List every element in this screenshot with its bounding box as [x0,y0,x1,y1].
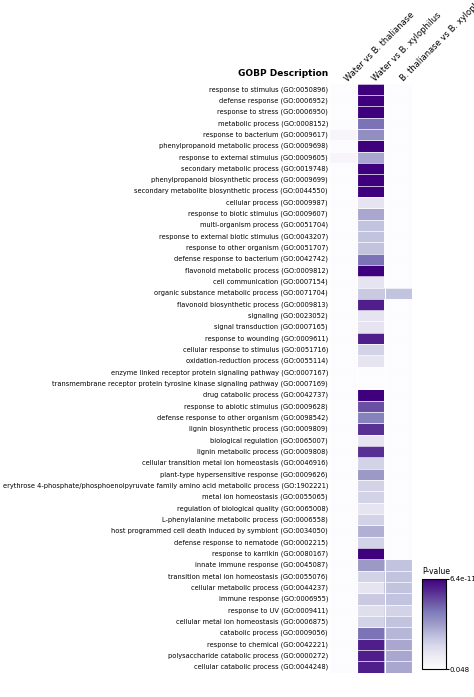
Text: response to karrikin (GO:0080167): response to karrikin (GO:0080167) [212,551,328,557]
Text: Water vs B. xylophilus: Water vs B. xylophilus [371,11,443,84]
Text: organic substance metabolic process (GO:0071704): organic substance metabolic process (GO:… [155,290,328,296]
Text: phenylpropanoid metabolic process (GO:0009698): phenylpropanoid metabolic process (GO:00… [159,143,328,149]
Text: cellular metabolic process (GO:0044237): cellular metabolic process (GO:0044237) [191,584,328,591]
Text: response to UV (GO:0009411): response to UV (GO:0009411) [228,607,328,613]
Text: biological regulation (GO:0065007): biological regulation (GO:0065007) [210,437,328,444]
Text: lignin biosynthetic process (GO:0009809): lignin biosynthetic process (GO:0009809) [189,426,328,432]
Text: response to wounding (GO:0009611): response to wounding (GO:0009611) [205,335,328,342]
Text: response to stimulus (GO:0050896): response to stimulus (GO:0050896) [209,86,328,93]
Text: GOBP Description: GOBP Description [238,69,328,78]
Text: signal transduction (GO:0007165): signal transduction (GO:0007165) [214,324,328,330]
Text: Water vs B. thalianase: Water vs B. thalianase [343,10,416,84]
Text: P-value: P-value [422,567,450,576]
Text: immune response (GO:0006955): immune response (GO:0006955) [219,596,328,602]
Text: transmembrane receptor protein tyrosine kinase signaling pathway (GO:0007169): transmembrane receptor protein tyrosine … [52,381,328,387]
Text: oxidation-reduction process (GO:0055114): oxidation-reduction process (GO:0055114) [186,358,328,365]
Text: multi-organism process (GO:0051704): multi-organism process (GO:0051704) [200,222,328,229]
Text: response to chemical (GO:0042221): response to chemical (GO:0042221) [207,641,328,648]
Text: flavonoid biosynthetic process (GO:0009813): flavonoid biosynthetic process (GO:00098… [177,301,328,308]
Text: drug catabolic process (GO:0042737): drug catabolic process (GO:0042737) [203,392,328,399]
Text: phenylpropanoid biosynthetic process (GO:0009699): phenylpropanoid biosynthetic process (GO… [151,176,328,183]
Text: innate immune response (GO:0045087): innate immune response (GO:0045087) [195,562,328,568]
Text: polysaccharide catabolic process (GO:0000272): polysaccharide catabolic process (GO:000… [168,652,328,659]
Text: flavonoid metabolic process (GO:0009812): flavonoid metabolic process (GO:0009812) [185,267,328,274]
Text: secondary metabolic process (GO:0019748): secondary metabolic process (GO:0019748) [181,165,328,172]
Text: response to external stimulus (GO:0009605): response to external stimulus (GO:000960… [179,154,328,160]
Text: cellular response to stimulus (GO:0051716): cellular response to stimulus (GO:005171… [182,346,328,353]
Text: response to external biotic stimulus (GO:0043207): response to external biotic stimulus (GO… [159,233,328,240]
Text: response to bacterium (GO:0009617): response to bacterium (GO:0009617) [203,131,328,138]
Text: transition metal ion homeostasis (GO:0055076): transition metal ion homeostasis (GO:005… [168,573,328,580]
Text: defense response to bacterium (GO:0042742): defense response to bacterium (GO:004274… [174,256,328,263]
Text: cellular process (GO:0009987): cellular process (GO:0009987) [227,199,328,206]
Text: defense response to other organism (GO:0098542): defense response to other organism (GO:0… [157,415,328,421]
Text: cellular metal ion homeostasis (GO:0006875): cellular metal ion homeostasis (GO:00068… [176,618,328,625]
Text: response to stress (GO:0006950): response to stress (GO:0006950) [217,109,328,115]
Text: host programmed cell death induced by symbiont (GO:0034050): host programmed cell death induced by sy… [111,528,328,535]
Text: secondary metabolite biosynthetic process (GO:0044550): secondary metabolite biosynthetic proces… [135,188,328,194]
Text: cell communication (GO:0007154): cell communication (GO:0007154) [213,279,328,285]
Text: defense response to nematode (GO:0002215): defense response to nematode (GO:0002215… [174,539,328,546]
Text: lignin metabolic process (GO:0009808): lignin metabolic process (GO:0009808) [197,448,328,455]
Text: L-phenylalanine metabolic process (GO:0006558): L-phenylalanine metabolic process (GO:00… [162,516,328,523]
Text: erythrose 4-phosphate/phosphoenolpyruvate family amino acid metabolic process (G: erythrose 4-phosphate/phosphoenolpyruvat… [2,482,328,489]
Text: regulation of biological quality (GO:0065008): regulation of biological quality (GO:006… [177,505,328,512]
Text: enzyme linked receptor protein signaling pathway (GO:0007167): enzyme linked receptor protein signaling… [110,369,328,376]
Text: defense response (GO:0006952): defense response (GO:0006952) [219,98,328,104]
Text: signaling (GO:0023052): signaling (GO:0023052) [248,312,328,319]
Text: response to abiotic stimulus (GO:0009628): response to abiotic stimulus (GO:0009628… [184,403,328,410]
Text: metabolic process (GO:0008152): metabolic process (GO:0008152) [218,120,328,127]
Text: metal ion homeostasis (GO:0055065): metal ion homeostasis (GO:0055065) [202,493,328,500]
Text: plant-type hypersensitive response (GO:0009626): plant-type hypersensitive response (GO:0… [160,471,328,477]
Text: cellular transition metal ion homeostasis (GO:0046916): cellular transition metal ion homeostasi… [142,460,328,466]
Text: cellular catabolic process (GO:0044248): cellular catabolic process (GO:0044248) [194,664,328,671]
Text: response to other organism (GO:0051707): response to other organism (GO:0051707) [186,245,328,251]
Text: response to biotic stimulus (GO:0009607): response to biotic stimulus (GO:0009607) [189,210,328,217]
Text: B. thalianase vs B. xylophilus: B. thalianase vs B. xylophilus [399,0,474,84]
Text: catabolic process (GO:0009056): catabolic process (GO:0009056) [220,629,328,636]
